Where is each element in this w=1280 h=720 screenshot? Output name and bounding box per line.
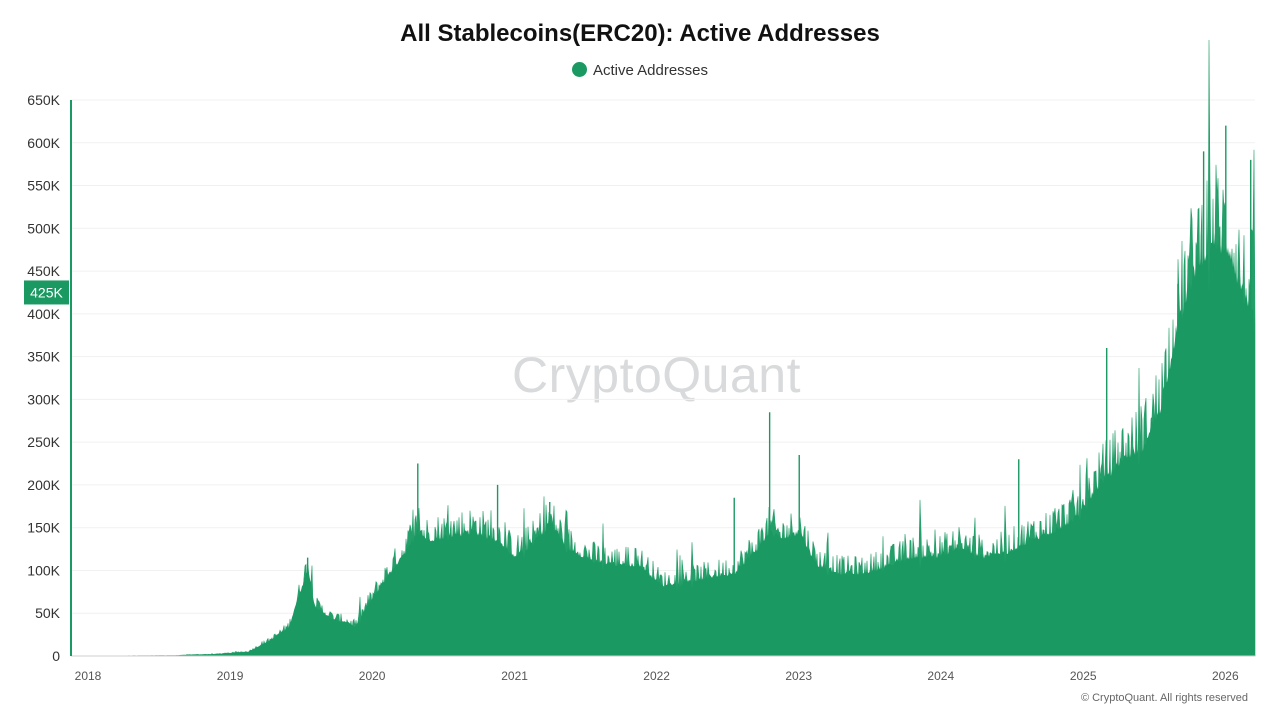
- area-layer: [71, 39, 1256, 657]
- y-tick-label: 0: [52, 648, 60, 664]
- y-tick-label: 650K: [27, 92, 60, 108]
- x-axis-labels: 2018 2019 2020 2021 2022 2023 2024 2025 2026: [75, 669, 1239, 683]
- x-tick-label: 2023: [785, 669, 812, 683]
- y-tick-label: 50K: [35, 605, 61, 621]
- y-tick-label: 450K: [27, 263, 60, 279]
- axes: [70, 100, 1255, 657]
- current-value-badge: [24, 280, 69, 305]
- active-addresses-area-core: [71, 232, 1255, 656]
- y-tick-label: 350K: [27, 349, 60, 365]
- y-axis-labels: 0 50K 100K 150K 200K 250K 300K 350K 400K 450K 500K…: [27, 92, 60, 664]
- y-tick-label: 100K: [27, 562, 60, 578]
- y-tick-label: 250K: [27, 434, 60, 450]
- current-value-label: 425K: [30, 284, 63, 300]
- y-tick-label: 600K: [27, 135, 60, 151]
- x-tick-label: 2019: [217, 669, 244, 683]
- copyright-text: © CryptoQuant. All rights reserved: [1080, 692, 1248, 704]
- legend-label: Active Addresses: [592, 62, 709, 79]
- x-tick-label: 2020: [359, 669, 386, 683]
- legend-dot-icon: [571, 62, 587, 77]
- y-tick-label: 200K: [27, 477, 60, 493]
- y-tick-label: 500K: [27, 220, 60, 236]
- y-tick-label: 400K: [27, 306, 60, 322]
- y-tick-label: 550K: [27, 178, 60, 194]
- x-tick-label: 2018: [75, 669, 102, 683]
- x-tick-label: 2022: [643, 669, 670, 683]
- y-tick-label: 300K: [27, 391, 60, 407]
- legend[interactable]: Active Addresses: [0, 62, 1280, 79]
- y-tick-label: 150K: [27, 520, 60, 536]
- current-value-marker: 425K: [24, 280, 69, 305]
- x-tick-label: 2021: [501, 669, 528, 683]
- x-tick-label: 2026: [1212, 669, 1239, 683]
- x-tick-label: 2025: [1070, 669, 1097, 683]
- x-tick-label: 2024: [927, 669, 954, 683]
- chart-title: All Stablecoins(ERC20): Active Addresses: [400, 20, 880, 47]
